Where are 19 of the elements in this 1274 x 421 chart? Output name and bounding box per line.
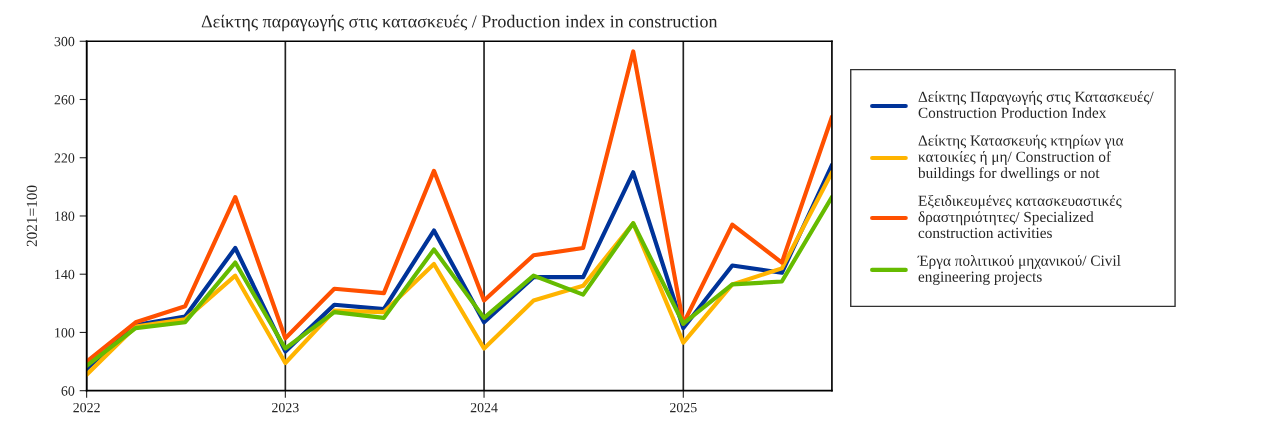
y-tick-label: 300	[54, 36, 75, 47]
x-tick-label: 2024	[470, 402, 498, 413]
legend-label: Εξειδικευμένες κατασκευαστικές δραστηριότητες/ Specialized construction activities	[918, 194, 1122, 239]
legend-label: Δείκτης Κατασκευής κτηρίων για κατοικίες ή μη/ Construction of buildings for dwellings or not	[917, 134, 1124, 182]
x-tick-label: 2022	[73, 402, 100, 413]
y-tick-label: 60	[61, 386, 75, 396]
y-tick-label: 180	[55, 211, 75, 221]
line-series	[86, 194, 832, 369]
y-tick-label: 260	[54, 95, 75, 105]
chart-title: Δείκτης παραγωγής στις κατασκευές / Production index in construction	[201, 14, 718, 32]
y-tick-label: 140	[55, 269, 75, 280]
legend-label: Έργα πολιτικού μηχανικού/ Civil engineering projects	[917, 254, 1121, 285]
y-axis-title: 2021=100	[26, 185, 37, 247]
y-tick-label: 220	[54, 153, 75, 163]
x-tick-label: 2023	[272, 402, 299, 413]
line-series	[86, 49, 832, 364]
y-tick-label: 100	[55, 328, 75, 338]
legend-label: Δείκτης Παραγωγής στις Κατασκευές/ Construction Production Index	[918, 91, 1154, 118]
x-tick-label: 2025	[670, 402, 697, 413]
